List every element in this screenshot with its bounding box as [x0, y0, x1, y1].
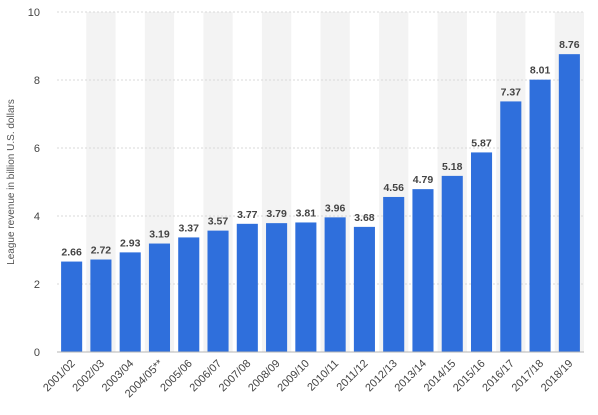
- bar: [236, 223, 258, 352]
- bar: [148, 243, 171, 352]
- data-label: 8.01: [530, 65, 551, 77]
- y-axis-title: League revenue in billion U.S. dollars: [6, 99, 17, 265]
- data-label: 3.68: [354, 212, 375, 224]
- y-tick-label: 0: [34, 347, 40, 359]
- x-tick-label: 2018/19: [539, 358, 576, 395]
- bar: [383, 196, 405, 352]
- y-tick-label: 6: [34, 143, 40, 155]
- bar: [295, 222, 317, 352]
- data-label: 8.76: [559, 39, 580, 51]
- bar: [412, 189, 434, 352]
- bar: [324, 217, 346, 352]
- data-label: 2.93: [120, 237, 141, 249]
- data-label: 2.66: [61, 247, 82, 259]
- data-label: 3.37: [179, 222, 200, 234]
- data-label: 3.19: [149, 229, 170, 241]
- bar: [529, 79, 551, 352]
- value-labels: 2.66 2.72 2.93 3.19 3.37 3.57 3.77 3.79 3.81 3.96…: [61, 39, 579, 258]
- bar: [353, 226, 375, 352]
- bar: [500, 101, 522, 352]
- y-tick-label: 4: [34, 211, 40, 223]
- data-label: 5.18: [442, 161, 463, 173]
- bar: [61, 261, 83, 352]
- bar: [441, 175, 463, 352]
- bar: [178, 237, 200, 352]
- data-label: 3.57: [208, 216, 229, 228]
- data-label: 3.81: [296, 207, 317, 219]
- data-label: 4.79: [413, 174, 434, 186]
- data-label: 3.79: [266, 208, 287, 220]
- y-tick-label: 2: [34, 279, 40, 291]
- x-tick-label: 2010/11: [305, 358, 341, 394]
- bars: [61, 54, 580, 352]
- data-label: 7.37: [501, 86, 522, 98]
- bar: [119, 252, 141, 352]
- y-tick-label: 8: [34, 75, 40, 87]
- data-label: 3.96: [325, 202, 346, 214]
- bar: [90, 259, 112, 352]
- x-axis-ticks: 2001/022002/032003/042004/05**2005/06200…: [41, 357, 575, 400]
- data-label: 3.77: [237, 209, 258, 221]
- bar: [470, 152, 493, 352]
- y-axis-ticks: 0 2 4 6 8 10: [28, 7, 40, 359]
- data-label: 5.87: [471, 137, 492, 149]
- data-label: 4.56: [383, 182, 404, 194]
- y-tick-label: 10: [28, 7, 40, 19]
- x-tick-label: 2009/10: [275, 358, 312, 395]
- bar: [266, 223, 288, 352]
- bar: [558, 54, 580, 352]
- bar: [207, 230, 229, 352]
- data-label: 2.72: [91, 245, 112, 257]
